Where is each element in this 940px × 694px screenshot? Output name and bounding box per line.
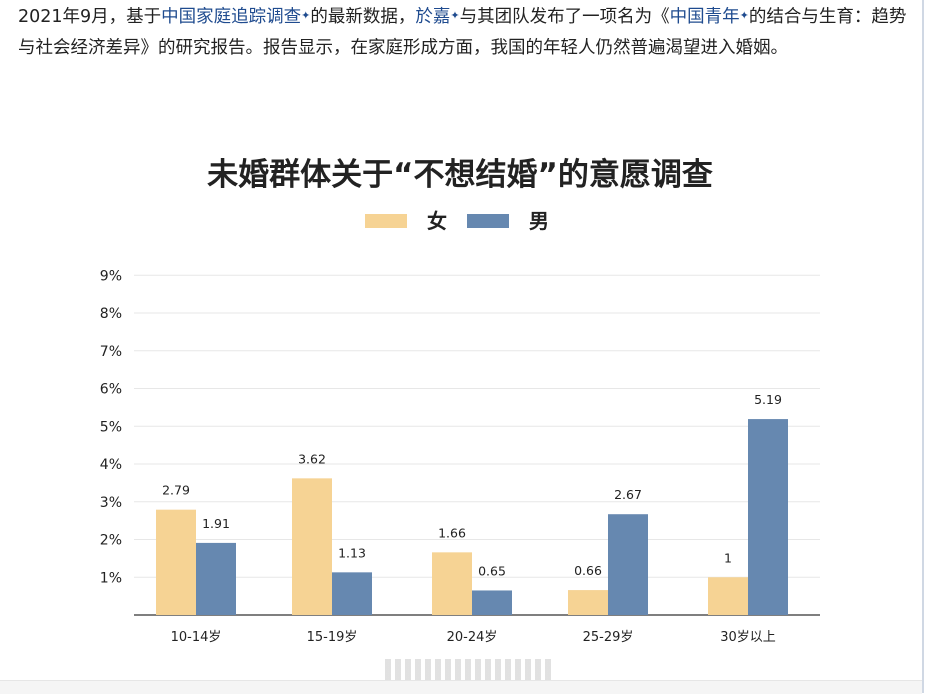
y-tick-label: 4% <box>100 457 122 473</box>
bar-male-0 <box>196 542 236 615</box>
link-marker-icon: ✦ <box>739 9 749 22</box>
x-tick-label: 10-14岁 <box>171 630 222 645</box>
watermark-image <box>385 659 555 683</box>
y-tick-label: 9% <box>100 268 122 284</box>
y-tick-label: 5% <box>100 419 122 435</box>
bar-female-1 <box>292 478 332 615</box>
x-tick-label: 20-24岁 <box>447 630 498 645</box>
y-tick-label: 6% <box>100 382 122 398</box>
x-tick-label: 15-19岁 <box>307 630 358 645</box>
link-marker-icon: ✦ <box>450 9 460 22</box>
data-label: 3.62 <box>298 451 326 466</box>
legend-swatch-0 <box>365 214 407 228</box>
legend-label-0: 女 <box>427 209 447 233</box>
bar-male-4 <box>748 419 788 615</box>
bar-male-1 <box>332 572 372 615</box>
data-label: 2.79 <box>162 483 190 498</box>
link-yu-jia[interactable]: 於嘉 <box>415 7 451 27</box>
data-label: 0.65 <box>478 563 506 578</box>
data-label: 1.66 <box>438 525 466 540</box>
y-tick-label: 1% <box>100 570 122 586</box>
article-text-3: 与其团队发布了一项名为《 <box>459 7 670 27</box>
article-text-2: 的最新数据， <box>310 7 416 27</box>
y-tick-label: 3% <box>100 495 122 511</box>
x-tick-label: 30岁以上 <box>720 630 776 645</box>
data-label: 1.91 <box>202 516 230 531</box>
y-tick-label: 7% <box>100 344 122 360</box>
bar-male-3 <box>608 514 648 615</box>
chart-title: 未婚群体关于“不想结婚”的意愿调查 <box>207 157 713 193</box>
bar-female-4 <box>708 577 748 615</box>
bar-female-0 <box>156 509 196 615</box>
link-cfps-survey[interactable]: 中国家庭追踪调查 <box>161 7 302 27</box>
article-paragraph: 2021年9月，基于中国家庭追踪调查✦的最新数据，於嘉✦与其团队发布了一项名为《… <box>18 2 918 64</box>
x-tick-label: 25-29岁 <box>583 630 634 645</box>
legend-label-1: 男 <box>529 209 549 233</box>
bar-female-3 <box>568 590 608 615</box>
y-tick-label: 8% <box>100 306 122 322</box>
article-text-4: 的结合与生育：趋势与社会经济差异》的研究报告。报告显示，在家庭形成方面，我国的年… <box>18 7 907 58</box>
data-label: 2.67 <box>614 487 642 502</box>
y-tick-label: 2% <box>100 533 122 549</box>
page-right-border <box>922 0 924 693</box>
link-marker-icon: ✦ <box>301 9 311 22</box>
data-label: 1.13 <box>338 545 366 560</box>
article-text-1: 2021年9月，基于 <box>18 7 162 27</box>
legend-swatch-1 <box>467 214 509 228</box>
data-label: 1 <box>724 550 732 565</box>
data-label: 0.66 <box>574 563 602 578</box>
bar-male-2 <box>472 590 512 615</box>
link-china-youth[interactable]: 中国青年 <box>669 7 740 27</box>
data-label: 5.19 <box>754 392 782 407</box>
bar-female-2 <box>432 552 472 615</box>
bottom-strip <box>0 680 922 694</box>
